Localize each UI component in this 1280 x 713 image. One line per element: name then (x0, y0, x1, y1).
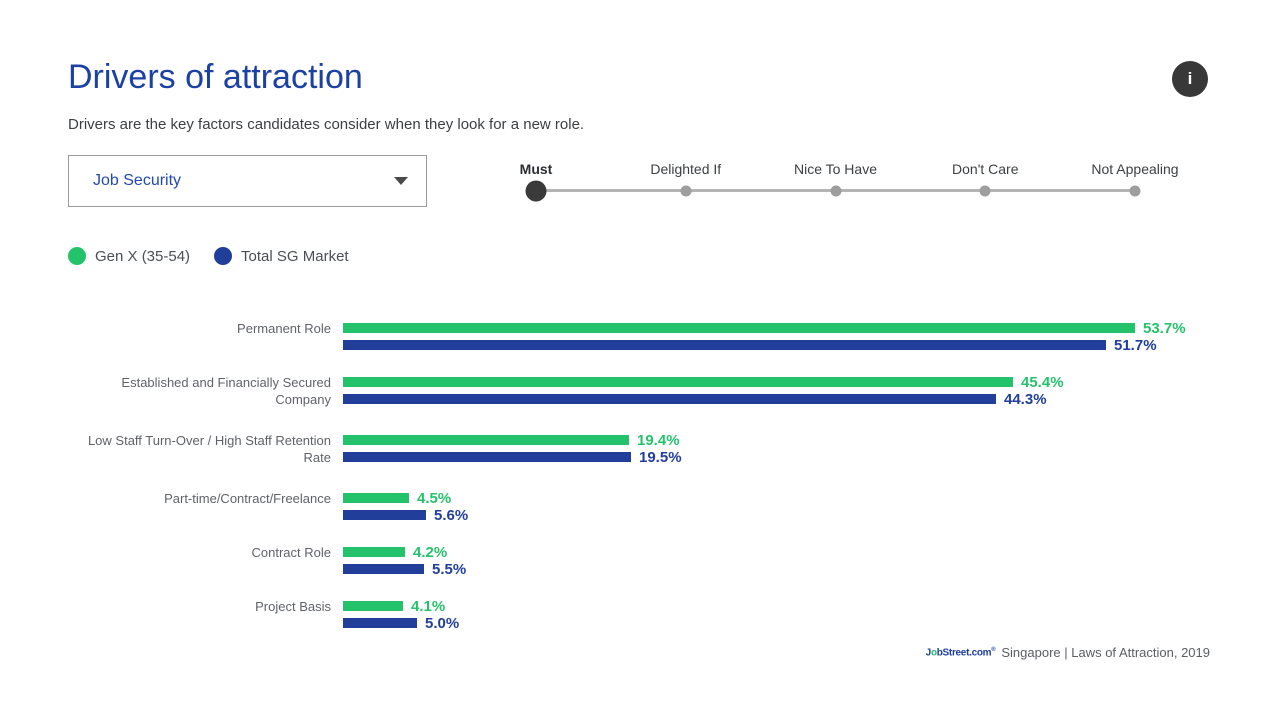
bar-pair: 45.4% 44.3% (343, 374, 1064, 408)
slider-dot-nice-to-have[interactable] (830, 185, 841, 196)
bar (343, 394, 996, 404)
bar-line-gen-x-35-54: 4.5% (343, 490, 468, 507)
bar (343, 377, 1013, 387)
chart-row-contract-role: Contract Role 4.2% 5.5% (68, 544, 1210, 578)
bar-line-total-sg-market: 5.5% (343, 561, 466, 578)
slider: Must Delighted If Nice To Have Don't Care No… (520, 161, 1179, 221)
bar-line-total-sg-market: 51.7% (343, 337, 1186, 354)
bar-value-label: 4.2% (413, 543, 448, 561)
source-text: Singapore | Laws of Attraction, 2019 (1001, 645, 1210, 660)
bar-value-label: 5.0% (425, 614, 460, 632)
bar (343, 323, 1135, 333)
bar-pair: 53.7% 51.7% (343, 320, 1186, 354)
bar (343, 493, 409, 503)
slider-label-don-t-care: Don't Care (952, 161, 1019, 177)
bar (343, 618, 417, 628)
legend-dot-green (68, 247, 86, 265)
bar-pair: 4.2% 5.5% (343, 544, 466, 578)
bar-value-label: 5.5% (432, 560, 467, 578)
slider-label-not-appealing: Not Appealing (1091, 161, 1179, 177)
category-label: Permanent Role (237, 321, 331, 336)
bar-line-gen-x-35-54: 45.4% (343, 374, 1064, 391)
slider-label-delighted-if: Delighted If (650, 161, 722, 177)
bar-pair: 4.5% 5.6% (343, 490, 468, 524)
bar-value-label: 4.5% (417, 489, 452, 507)
chart-row-low-staff-turn-over-high-staff-retention-rate: Low Staff Turn-Over / High Staff Retenti… (68, 432, 1210, 466)
slider-label-must: Must (519, 161, 553, 177)
slider-dot-not-appealing[interactable] (1129, 185, 1141, 196)
jobstreet-logo: JobStreet.com® (925, 646, 996, 659)
driver-dropdown[interactable]: Job Security (68, 155, 427, 207)
bar (343, 601, 403, 611)
slider-dot-don-t-care[interactable] (979, 185, 991, 196)
category-label: Part-time/Contract/Freelance (164, 491, 331, 506)
bar-pair: 4.1% 5.0% (343, 598, 459, 632)
category-label: Established and Financially Secured Comp… (121, 375, 331, 407)
bar-line-gen-x-35-54: 4.2% (343, 544, 466, 561)
chevron-down-icon (394, 177, 408, 185)
legend-item-gen-x: Gen X (35-54) (68, 247, 190, 265)
info-icon: i (1187, 69, 1193, 88)
driver-dropdown-value: Job Security (93, 172, 182, 189)
slider-label-nice-to-have: Nice To Have (793, 161, 878, 177)
bar-line-gen-x-35-54: 19.4% (343, 432, 682, 449)
legend-label: Gen X (35-54) (95, 247, 191, 265)
bar-line-total-sg-market: 5.6% (343, 507, 468, 524)
chart-row-established-and-financially-secured-company: Established and Financially Secured Comp… (68, 374, 1210, 408)
bar (343, 547, 405, 557)
bar-value-label: 4.1% (411, 597, 446, 615)
bar-value-label: 53.7% (1143, 319, 1186, 337)
bar-value-label: 51.7% (1114, 336, 1157, 354)
chart-row-permanent-role: Permanent Role 53.7% 51.7% (68, 320, 1210, 354)
category-label: Low Staff Turn-Over / High Staff Retenti… (87, 433, 331, 465)
legend: Gen X (35-54) Total SG Market (68, 247, 349, 265)
bar-value-label: 44.3% (1004, 390, 1047, 408)
category-label: Project Basis (255, 599, 331, 614)
bar (343, 510, 426, 520)
chart-row-part-time-contract-freelance: Part-time/Contract/Freelance 4.5% 5.6% (68, 490, 1210, 524)
bar-line-gen-x-35-54: 53.7% (343, 320, 1186, 337)
category-label: Contract Role (251, 545, 331, 560)
bar-line-gen-x-35-54: 4.1% (343, 598, 459, 615)
bar (343, 452, 631, 462)
bar-value-label: 19.4% (637, 431, 680, 449)
legend-label: Total SG Market (241, 247, 349, 265)
bar (343, 340, 1106, 350)
bar-chart: Permanent Role 53.7% 51.7% Established and … (68, 320, 1210, 655)
bar-value-label: 5.6% (434, 506, 469, 524)
slider-dot-must[interactable] (525, 180, 547, 201)
chart-row-project-basis: Project Basis 4.1% 5.0% (68, 598, 1210, 632)
info-button[interactable]: i (1172, 61, 1208, 97)
bar-pair: 19.4% 19.5% (343, 432, 682, 466)
source-footer: JobStreet.com® Singapore | Laws of Attra… (926, 645, 1210, 660)
bar-line-total-sg-market: 5.0% (343, 615, 459, 632)
legend-dot-blue (214, 247, 233, 265)
bar (343, 564, 424, 574)
bar (343, 435, 629, 445)
slider-dot-delighted-if[interactable] (680, 185, 692, 196)
bar-line-total-sg-market: 44.3% (343, 391, 1064, 408)
page-title: Drivers of attraction (68, 58, 363, 96)
bar-line-total-sg-market: 19.5% (343, 449, 682, 466)
bar-value-label: 45.4% (1021, 373, 1064, 391)
legend-item-total-sg: Total SG Market (214, 247, 349, 265)
page-subtitle: Drivers are the key factors candidates c… (68, 116, 585, 133)
bar-value-label: 19.5% (639, 448, 682, 466)
